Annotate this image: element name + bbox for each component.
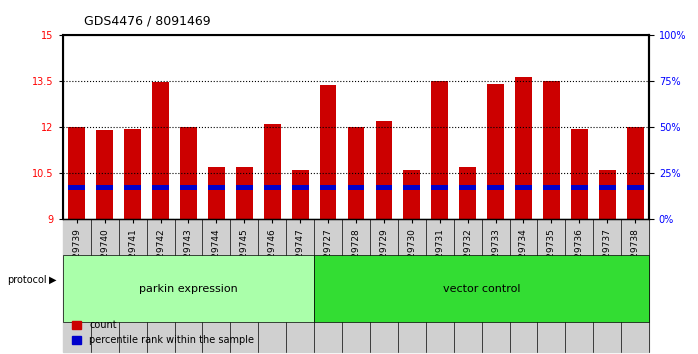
Bar xyxy=(119,219,147,352)
Bar xyxy=(459,185,476,189)
Bar xyxy=(320,85,336,219)
Bar xyxy=(236,185,253,189)
Bar xyxy=(543,81,560,219)
Bar xyxy=(599,170,616,219)
Bar xyxy=(68,127,85,219)
Bar xyxy=(314,219,342,352)
Bar xyxy=(124,129,141,219)
Bar xyxy=(487,185,504,189)
Bar xyxy=(236,167,253,219)
Bar xyxy=(403,170,420,219)
Bar xyxy=(180,185,197,189)
Bar xyxy=(91,219,119,352)
Bar xyxy=(124,185,141,189)
Text: GDS4476 / 8091469: GDS4476 / 8091469 xyxy=(84,14,210,27)
Bar xyxy=(96,185,113,189)
Text: protocol: protocol xyxy=(7,275,47,285)
Bar xyxy=(320,185,336,189)
Bar xyxy=(431,81,448,219)
Bar xyxy=(68,185,85,189)
Text: vector control: vector control xyxy=(443,284,521,293)
Bar xyxy=(376,121,392,219)
Legend: count, percentile rank within the sample: count, percentile rank within the sample xyxy=(68,316,258,349)
Bar xyxy=(543,185,560,189)
Text: parkin expression: parkin expression xyxy=(139,284,238,293)
Bar xyxy=(515,77,532,219)
Bar xyxy=(208,185,225,189)
Bar xyxy=(510,219,537,352)
Bar xyxy=(96,130,113,219)
Bar xyxy=(454,219,482,352)
Bar xyxy=(208,167,225,219)
Bar xyxy=(515,185,532,189)
Bar xyxy=(426,219,454,352)
Bar xyxy=(342,219,370,352)
Bar xyxy=(537,219,565,352)
Bar xyxy=(292,170,309,219)
Bar xyxy=(627,185,644,189)
Bar xyxy=(431,185,448,189)
Bar xyxy=(348,127,364,219)
Bar xyxy=(482,219,510,352)
Bar xyxy=(593,219,621,352)
Bar xyxy=(202,219,230,352)
Bar xyxy=(398,219,426,352)
Bar xyxy=(599,185,616,189)
Bar xyxy=(403,185,420,189)
Bar xyxy=(459,167,476,219)
Bar xyxy=(376,185,392,189)
Text: ▶: ▶ xyxy=(49,275,57,285)
Bar xyxy=(286,219,314,352)
Bar xyxy=(565,219,593,352)
Bar xyxy=(258,219,286,352)
Bar xyxy=(571,129,588,219)
Bar xyxy=(627,127,644,219)
Bar xyxy=(180,127,197,219)
Bar xyxy=(264,185,281,189)
Bar xyxy=(63,219,91,352)
Bar xyxy=(292,185,309,189)
Bar xyxy=(230,219,258,352)
Bar xyxy=(174,219,202,352)
Bar xyxy=(621,219,649,352)
Bar xyxy=(152,185,169,189)
Bar xyxy=(348,185,364,189)
Bar xyxy=(370,219,398,352)
Bar xyxy=(571,185,588,189)
Bar xyxy=(152,82,169,219)
Bar xyxy=(147,219,174,352)
Bar xyxy=(264,124,281,219)
Bar xyxy=(487,84,504,219)
